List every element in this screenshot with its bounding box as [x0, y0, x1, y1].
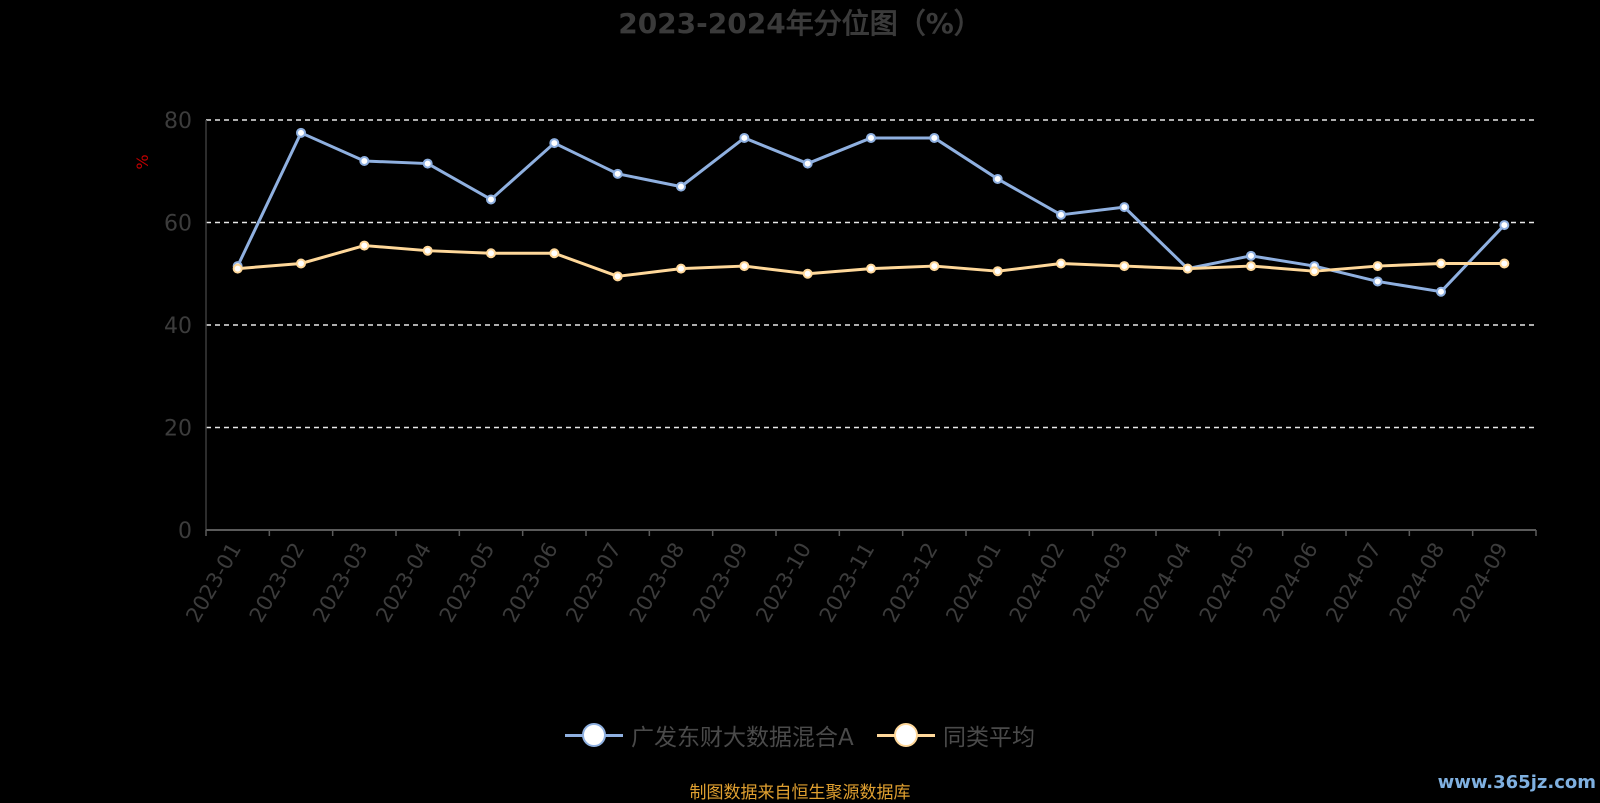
series-0-point-20 [1499, 220, 1510, 231]
x-tick-label-7: 2023-08 [625, 539, 690, 627]
x-tick-label-18: 2024-07 [1321, 539, 1386, 627]
legend-item-series-0[interactable]: 广发东财大数据混合A [564, 718, 854, 752]
series-0-point-1 [296, 127, 306, 138]
x-tick-label-2: 2023-03 [308, 539, 373, 627]
series-0-point-14 [1119, 202, 1130, 213]
series-0-point-11 [929, 132, 940, 143]
x-tick-label-12: 2024-01 [941, 539, 1006, 627]
x-tick-label-10: 2023-11 [815, 539, 880, 627]
series-1-point-11 [929, 261, 940, 272]
y-tick-label-1: 20 [164, 417, 192, 442]
y-axis-label: % [133, 154, 152, 169]
x-tick-label-6: 2023-07 [561, 539, 626, 627]
y-tick-label-3: 60 [164, 212, 192, 237]
series-0-point-7 [676, 181, 686, 192]
x-tick-label-3: 2023-04 [371, 539, 436, 627]
x-tick-label-5: 2023-06 [498, 539, 563, 627]
x-tick-label-20: 2024-09 [1448, 539, 1513, 627]
legend: 广发东财大数据混合A 同类平均 [0, 718, 1600, 754]
series-0-point-8 [739, 132, 750, 143]
x-tick-label-9: 2023-10 [751, 539, 816, 627]
series-1-point-9 [802, 268, 813, 279]
x-tick-label-16: 2024-05 [1195, 539, 1260, 627]
series-0-point-5 [549, 138, 560, 149]
y-tick-label-2: 40 [164, 314, 192, 339]
series-1-point-6 [612, 271, 623, 282]
series-1-point-18 [1372, 261, 1383, 272]
x-tick-label-0: 2023-01 [181, 539, 246, 627]
series-0-point-16 [1246, 250, 1256, 261]
x-tick-label-11: 2023-12 [878, 538, 943, 626]
series-0-point-18 [1372, 276, 1383, 287]
series-1-point-13 [1056, 258, 1066, 269]
x-tick-label-14: 2024-03 [1068, 539, 1133, 627]
series-1-point-3 [422, 245, 433, 256]
series-1-point-1 [296, 258, 306, 269]
series-1-point-7 [676, 263, 686, 274]
x-tick-label-17: 2024-06 [1258, 539, 1323, 627]
legend-label-series-0: 广发东财大数据混合A [630, 725, 854, 751]
series-1-point-5 [549, 248, 560, 259]
series-1-point-0 [232, 263, 243, 274]
data-source-note: 制图数据来自恒生聚源数据库 [689, 783, 911, 803]
y-tick-label-0: 0 [178, 519, 192, 544]
series-1-point-2 [359, 240, 370, 251]
watermark-logo: www.365jz.com [1437, 772, 1596, 793]
legend-swatch-series-1 [877, 722, 936, 748]
x-tick-label-8: 2023-09 [688, 539, 753, 627]
series-0-point-19 [1436, 286, 1446, 297]
series-0-point-6 [612, 168, 623, 179]
series-1-point-16 [1246, 261, 1256, 272]
series-1-point-15 [1182, 263, 1193, 274]
series-0-point-3 [422, 158, 433, 169]
x-tick-label-13: 2024-02 [1005, 539, 1070, 627]
series-0-point-4 [486, 194, 496, 205]
series-1-point-17 [1309, 266, 1320, 277]
chart-title: 2023-2024年分位图（%） [618, 7, 982, 40]
series-0-point-9 [802, 158, 813, 169]
legend-label-series-1: 同类平均 [943, 725, 1036, 751]
series-0-point-2 [359, 156, 370, 166]
series-1-point-8 [739, 261, 750, 272]
series-1-point-12 [992, 266, 1003, 277]
series-1-point-10 [866, 263, 876, 274]
series-1-point-20 [1499, 258, 1510, 269]
x-tick-label-19: 2024-08 [1385, 539, 1450, 627]
series-0-point-10 [866, 132, 876, 143]
x-tick-label-15: 2024-04 [1131, 539, 1196, 627]
legend-item-series-1[interactable]: 同类平均 [877, 718, 1035, 752]
series-1-point-19 [1436, 258, 1446, 269]
x-tick-label-1: 2023-02 [245, 539, 310, 627]
y-tick-label-4: 80 [164, 109, 192, 134]
legend-swatch-series-0 [564, 722, 623, 748]
series-0-point-13 [1056, 209, 1066, 220]
series-1-point-14 [1119, 261, 1130, 272]
series-1-point-4 [486, 248, 496, 259]
x-tick-label-4: 2023-05 [435, 539, 500, 627]
series-0-point-12 [992, 173, 1003, 184]
